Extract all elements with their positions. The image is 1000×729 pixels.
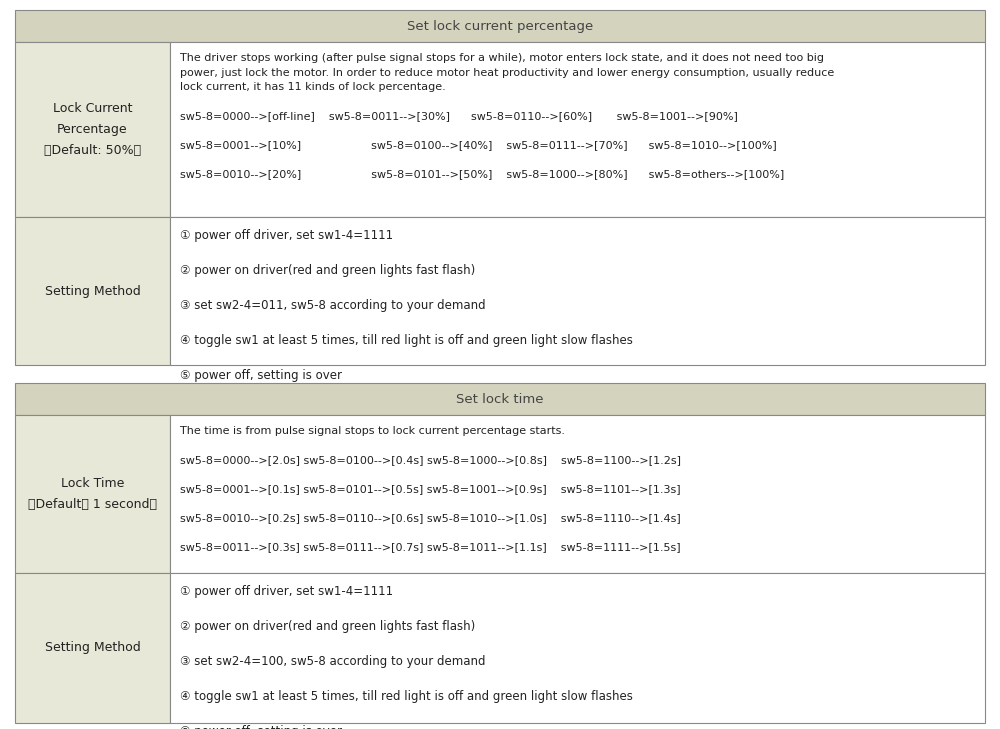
Text: lock current, it has 11 kinds of lock percentage.: lock current, it has 11 kinds of lock pe… <box>180 82 446 92</box>
Text: The time is from pulse signal stops to lock current percentage starts.: The time is from pulse signal stops to l… <box>180 426 565 436</box>
Text: Set lock current percentage: Set lock current percentage <box>407 20 593 33</box>
Bar <box>170 42 985 217</box>
Text: Setting Method: Setting Method <box>45 642 140 655</box>
Bar <box>15 217 170 365</box>
Text: sw5-8=0000-->[off-line]    sw5-8=0011-->[30%]      sw5-8=0110-->[60%]       sw5-: sw5-8=0000-->[off-line] sw5-8=0011-->[30… <box>180 111 738 121</box>
Text: Setting Method: Setting Method <box>45 284 140 297</box>
Text: sw5-8=0010-->[0.2s] sw5-8=0110-->[0.6s] sw5-8=1010-->[1.0s]    sw5-8=1110-->[1.4: sw5-8=0010-->[0.2s] sw5-8=0110-->[0.6s] … <box>180 513 681 523</box>
Text: sw5-8=0001-->[0.1s] sw5-8=0101-->[0.5s] sw5-8=1001-->[0.9s]    sw5-8=1101-->[1.3: sw5-8=0001-->[0.1s] sw5-8=0101-->[0.5s] … <box>180 484 681 494</box>
Text: sw5-8=0001-->[10%]                    sw5-8=0100-->[40%]    sw5-8=0111-->[70%]  : sw5-8=0001-->[10%] sw5-8=0100-->[40%] sw… <box>180 140 777 150</box>
Text: ⑤ power off, setting is over: ⑤ power off, setting is over <box>180 725 342 729</box>
Text: The driver stops working (after pulse signal stops for a while), motor enters lo: The driver stops working (after pulse si… <box>180 53 824 63</box>
Text: ③ set sw2-4=011, sw5-8 according to your demand: ③ set sw2-4=011, sw5-8 according to your… <box>180 299 486 312</box>
Text: sw5-8=0000-->[2.0s] sw5-8=0100-->[0.4s] sw5-8=1000-->[0.8s]    sw5-8=1100-->[1.2: sw5-8=0000-->[2.0s] sw5-8=0100-->[0.4s] … <box>180 455 681 465</box>
Bar <box>170 217 985 365</box>
Text: power, just lock the motor. In order to reduce motor heat productivity and lower: power, just lock the motor. In order to … <box>180 68 834 77</box>
Text: sw5-8=0010-->[20%]                    sw5-8=0101-->[50%]    sw5-8=1000-->[80%]  : sw5-8=0010-->[20%] sw5-8=0101-->[50%] sw… <box>180 169 784 179</box>
Text: ① power off driver, set sw1-4=1111: ① power off driver, set sw1-4=1111 <box>180 585 393 598</box>
Text: sw5-8=0011-->[0.3s] sw5-8=0111-->[0.7s] sw5-8=1011-->[1.1s]    sw5-8=1111-->[1.5: sw5-8=0011-->[0.3s] sw5-8=0111-->[0.7s] … <box>180 542 681 552</box>
Text: Lock Time
（Default： 1 second）: Lock Time （Default： 1 second） <box>28 477 157 511</box>
Text: Set lock time: Set lock time <box>456 392 544 405</box>
Text: ④ toggle sw1 at least 5 times, till red light is off and green light slow flashe: ④ toggle sw1 at least 5 times, till red … <box>180 690 633 703</box>
Bar <box>15 10 985 42</box>
Text: ② power on driver(red and green lights fast flash): ② power on driver(red and green lights f… <box>180 264 475 277</box>
Text: ④ toggle sw1 at least 5 times, till red light is off and green light slow flashe: ④ toggle sw1 at least 5 times, till red … <box>180 334 633 347</box>
Bar <box>15 415 170 573</box>
Bar <box>170 573 985 723</box>
Text: ② power on driver(red and green lights fast flash): ② power on driver(red and green lights f… <box>180 620 475 633</box>
Bar <box>15 573 170 723</box>
Bar <box>15 42 170 217</box>
Text: ⑤ power off, setting is over: ⑤ power off, setting is over <box>180 369 342 382</box>
Bar <box>170 415 985 573</box>
Bar <box>15 383 985 415</box>
Text: Lock Current
Percentage
（Default: 50%）: Lock Current Percentage （Default: 50%） <box>44 102 141 157</box>
Text: ③ set sw2-4=100, sw5-8 according to your demand: ③ set sw2-4=100, sw5-8 according to your… <box>180 655 486 668</box>
Text: ① power off driver, set sw1-4=1111: ① power off driver, set sw1-4=1111 <box>180 229 393 242</box>
